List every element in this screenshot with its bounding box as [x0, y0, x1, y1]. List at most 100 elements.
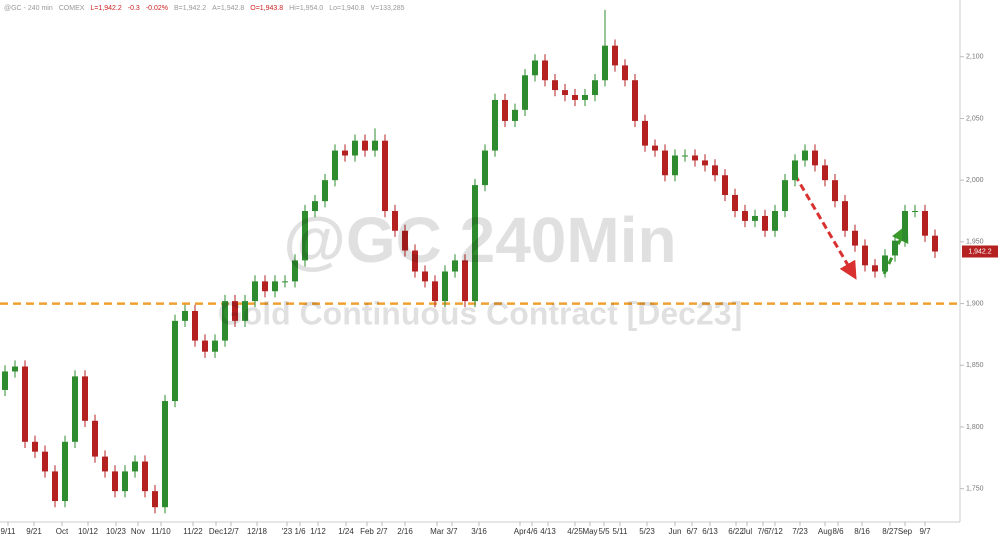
candle-body: [462, 260, 468, 302]
x-tick-label: 12/18: [247, 527, 268, 536]
candle-body: [132, 461, 138, 472]
candle-body: [142, 461, 148, 492]
header-item: O=1,943.8: [250, 5, 283, 12]
y-tick-label: 2,050: [966, 115, 984, 122]
header-item: @GC - 240 min: [4, 5, 53, 12]
candle-body: [522, 75, 528, 110]
y-tick-label: 1,950: [966, 239, 984, 246]
x-tick-label: 10/12: [78, 527, 99, 536]
candle-body: [292, 260, 298, 282]
candle-body: [402, 230, 408, 251]
candle-body: [102, 456, 108, 472]
candle-body: [722, 175, 728, 195]
x-tick-label: 1/6: [294, 527, 306, 536]
candle-body: [782, 180, 788, 212]
candle-body: [172, 320, 178, 402]
candle-body: [232, 301, 238, 321]
candle-body: [742, 211, 748, 221]
x-tick-label: Aug: [818, 527, 832, 536]
candle-body: [882, 255, 888, 272]
x-tick-label: 5/5: [598, 527, 610, 536]
x-tick-label: 2/7: [376, 527, 388, 536]
candle-body: [682, 155, 688, 157]
candle-body: [792, 160, 798, 181]
candle-body: [692, 155, 698, 161]
candle-body: [772, 211, 778, 231]
x-tick-label: 5/11: [613, 527, 629, 536]
x-tick-label: Jul: [742, 527, 752, 536]
last-price-label: 1,942.2: [968, 248, 991, 255]
x-tick-label: Nov: [131, 527, 145, 536]
down-arrow: [793, 174, 857, 280]
candle-body: [432, 281, 438, 302]
candle-body: [362, 140, 368, 151]
candle-body: [12, 366, 18, 372]
x-tick-label: Mar: [430, 527, 444, 536]
y-tick-label: 1,800: [966, 424, 984, 431]
candle-body: [52, 471, 58, 502]
header-item: Lo=1,940.8: [329, 5, 364, 12]
candle-body: [322, 180, 328, 202]
candle-body: [32, 441, 38, 452]
x-tick-label: '23: [282, 527, 293, 536]
header-item: V=133,285: [370, 5, 404, 12]
x-tick-label: 1/12: [310, 527, 326, 536]
candle-body: [622, 65, 628, 81]
header-item: B=1,942.2: [174, 5, 206, 12]
y-tick-label: 1,750: [966, 486, 984, 493]
x-tick-label: 11/22: [183, 527, 203, 536]
x-tick-label: 6/22: [728, 527, 744, 536]
candle-body: [632, 80, 638, 121]
candle-body: [852, 230, 858, 246]
x-tick-label: 3/16: [471, 527, 487, 536]
header-item: Hi=1,954.0: [289, 5, 323, 12]
candle-body: [422, 271, 428, 282]
candle-body: [372, 140, 378, 151]
y-tick-label: 2,000: [966, 177, 984, 184]
candle-body: [272, 281, 278, 292]
header-item: -0.02%: [146, 5, 168, 12]
candle-body: [442, 271, 448, 302]
candle-body: [82, 376, 88, 421]
x-tick-label: 8/27: [882, 527, 898, 536]
header-item: COMEX: [59, 5, 85, 12]
candle-body: [702, 160, 708, 166]
candle-body: [482, 150, 488, 186]
candle-body: [582, 95, 588, 100]
x-tick-label: Sep: [898, 527, 913, 536]
x-tick-label: 1/24: [338, 527, 354, 536]
candle-body: [802, 150, 808, 161]
candle-body: [152, 491, 158, 508]
x-tick-label: 9/7: [919, 527, 931, 536]
candle-body: [602, 45, 608, 81]
candle-body: [562, 90, 568, 96]
header-item: A=1,942.8: [212, 5, 244, 12]
candle-body: [672, 155, 678, 176]
candle-body: [182, 310, 188, 321]
candle-body: [22, 366, 28, 442]
candle-body: [862, 245, 868, 266]
candle-body: [512, 109, 518, 121]
x-tick-label: Apr: [514, 527, 527, 536]
candle-body: [352, 140, 358, 156]
x-tick-label: 4/25: [567, 527, 583, 536]
candle-body: [822, 165, 828, 181]
candle-body: [592, 80, 598, 96]
x-tick-label: 12/7: [223, 527, 239, 536]
x-tick-label: 7/12: [767, 527, 783, 536]
x-tick-label: 8/16: [854, 527, 870, 536]
x-tick-label: 9/21: [26, 527, 42, 536]
x-tick-label: 5/23: [639, 527, 655, 536]
y-tick-label: 2,100: [966, 54, 984, 61]
x-tick-label: 6/13: [702, 527, 718, 536]
x-tick-label: 2/16: [397, 527, 413, 536]
header-item: L=1,942.2: [90, 5, 121, 12]
candle-body: [532, 60, 538, 76]
watermark-subtitle: Gold Continuous Contract [Dec23]: [218, 295, 742, 331]
x-tick-label: 4/6: [526, 527, 538, 536]
x-tick-label: 6/7: [686, 527, 698, 536]
watermark: @GC 240Min: [283, 204, 676, 276]
